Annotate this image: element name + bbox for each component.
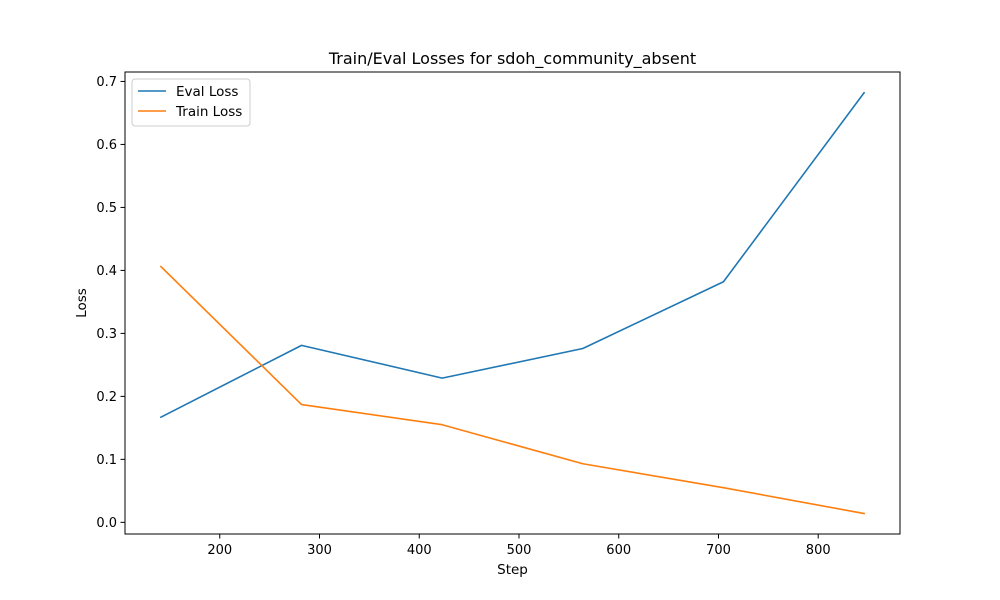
x-tick-label: 600: [606, 543, 631, 558]
legend: Eval Loss Train Loss: [131, 78, 251, 127]
legend-label-train-loss: Train Loss: [175, 104, 242, 120]
y-tick-label: 0.2: [96, 390, 117, 405]
y-tick-label: 0.6: [96, 138, 117, 153]
x-tick-label: 400: [407, 543, 432, 558]
y-tick-label: 0.1: [96, 453, 117, 468]
y-tick-label: 0.4: [96, 264, 117, 279]
x-tick-label: 500: [507, 543, 532, 558]
series-layer: [159, 91, 866, 515]
x-axis-label: Step: [497, 562, 528, 578]
y-tick-label: 0.5: [96, 201, 117, 216]
series-line-train-loss: [159, 265, 866, 515]
legend-label-eval-loss: Eval Loss: [176, 84, 238, 100]
x-tick-label: 800: [806, 543, 831, 558]
x-axis: 200 300 400 500 600 700 800: [207, 534, 831, 558]
plot-area: [124, 71, 901, 535]
x-tick-label: 700: [706, 543, 731, 558]
y-axis-label: Loss: [74, 288, 90, 318]
y-axis: 0.0 0.1 0.2 0.3 0.4 0.5 0.6 0.7: [96, 75, 125, 531]
chart-title: Train/Eval Losses for sdoh_community_abs…: [328, 49, 696, 69]
x-tick-label: 300: [307, 543, 332, 558]
plot-frame: [124, 71, 901, 535]
y-tick-label: 0.0: [96, 516, 117, 531]
series-line-eval-loss: [159, 91, 866, 419]
x-tick-label: 200: [207, 543, 232, 558]
y-tick-label: 0.7: [96, 75, 117, 90]
y-tick-label: 0.3: [96, 327, 117, 342]
